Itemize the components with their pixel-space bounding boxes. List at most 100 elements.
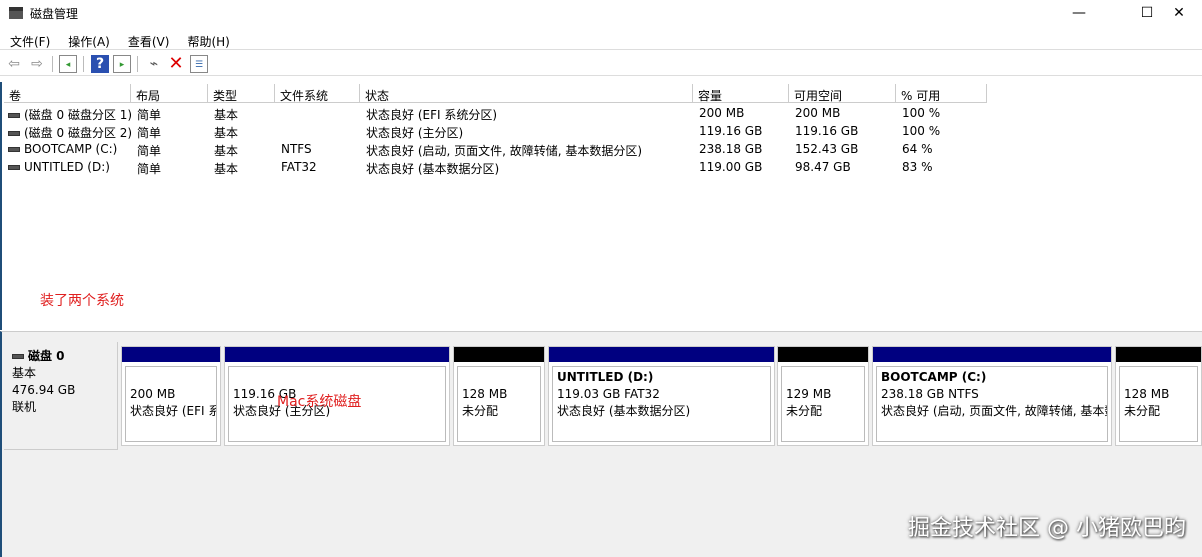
column-header[interactable]: % 可用 <box>896 84 987 103</box>
cell-text: 基本 <box>214 144 239 158</box>
partition-status: 未分配 <box>462 404 499 418</box>
cell: 200 MB <box>789 104 896 122</box>
partition-status: 未分配 <box>1124 404 1161 418</box>
partition-block[interactable]: UNTITLED (D:) 119.03 GB FAT32 状态良好 (基本数据分区… <box>548 346 775 446</box>
menu-action[interactable]: 操作(A) <box>68 35 110 49</box>
cell-text: 基本 <box>214 108 239 122</box>
cell: FAT32 <box>275 158 360 176</box>
partition-block[interactable]: 129 MB 未分配 <box>777 346 869 446</box>
volume-row[interactable]: (磁盘 0 磁盘分区 1) 简单 基本 状态良好 (EFI 系统分区) 200 MB 20… <box>2 104 1002 122</box>
cell-text: 83 % <box>902 160 933 174</box>
title-bar: 磁盘管理 — ☐ ✕ <box>0 0 1202 28</box>
cell-text: NTFS <box>281 142 312 156</box>
partition-status: 状态良好 (基本数据分区) <box>557 404 691 418</box>
cell-text: 100 % <box>902 124 941 138</box>
disk-size: 476.94 GB <box>12 383 76 397</box>
menu-view[interactable]: 查看(V) <box>127 35 170 49</box>
volume-row[interactable]: BOOTCAMP (C:) 简单 基本 NTFS 状态良好 (启动, 页面文件, 故障转… <box>2 140 1002 158</box>
help-icon[interactable]: ? <box>91 55 109 73</box>
cell: 简单 <box>131 140 208 158</box>
cell-text: 152.43 GB <box>795 142 859 156</box>
partition-block[interactable]: 128 MB 未分配 <box>453 346 545 446</box>
partition-info: 129 MB 未分配 <box>781 366 865 442</box>
partition-block[interactable]: 128 MB 未分配 <box>1115 346 1202 446</box>
delete-icon[interactable]: ✕ <box>168 53 184 74</box>
partition-status: 状态良好 (主分区) <box>233 404 331 418</box>
minimize-button[interactable]: — <box>1072 5 1086 21</box>
volume-icon <box>8 113 20 118</box>
menu-bar: 文件(F) 操作(A) 查看(V) 帮助(H) <box>0 30 1202 50</box>
partition-size: 119.03 GB FAT32 <box>557 387 660 401</box>
toolbar: ⇦ ⇨ ◂ ? ▸ ⌁ ✕ ☰ <box>0 52 1202 76</box>
partition-bar <box>873 347 1111 362</box>
close-button[interactable]: ✕ <box>1173 5 1185 21</box>
disk-0-label[interactable]: 磁盘 0 基本 476.94 GB 联机 <box>4 342 118 450</box>
column-header[interactable]: 布局 <box>131 84 208 103</box>
connect-icon[interactable]: ⌁ <box>149 56 159 72</box>
menu-help[interactable]: 帮助(H) <box>187 35 230 49</box>
cell: 64 % <box>896 140 987 158</box>
partition-block[interactable]: BOOTCAMP (C:) 238.18 GB NTFS 状态良好 (启动, 页面文… <box>872 346 1112 446</box>
partition-status: 未分配 <box>786 404 823 418</box>
volume-icon <box>8 131 20 136</box>
partition-size: 128 MB <box>1124 387 1170 401</box>
cell: 基本 <box>208 140 275 158</box>
back-icon[interactable]: ⇦ <box>8 56 20 72</box>
forward-icon[interactable]: ⇨ <box>31 56 43 72</box>
cell <box>275 122 360 140</box>
annotation-mac-disk: Mac系统磁盘 <box>277 394 362 410</box>
partition-size: 200 MB <box>130 387 176 401</box>
partition-info: 128 MB 未分配 <box>1119 366 1198 442</box>
partition-size: 238.18 GB NTFS <box>881 387 979 401</box>
cell: 98.47 GB <box>789 158 896 176</box>
cell-text: 100 % <box>902 106 941 120</box>
column-header[interactable]: 类型 <box>208 84 275 103</box>
window-title: 磁盘管理 <box>30 7 79 21</box>
cell: 基本 <box>208 104 275 122</box>
cell-text: (磁盘 0 磁盘分区 1) <box>24 108 131 122</box>
cell-text: 64 % <box>902 142 933 156</box>
cell-text: 119.00 GB <box>699 160 763 174</box>
cell-text: 238.18 GB <box>699 142 763 156</box>
cell: 119.00 GB <box>693 158 789 176</box>
partition-info: 119.16 GB 状态良好 (主分区) <box>228 366 446 442</box>
cell <box>275 104 360 122</box>
column-header[interactable]: 卷 <box>4 84 131 103</box>
partition-block[interactable]: 119.16 GB 状态良好 (主分区) <box>224 346 450 446</box>
partition-name: BOOTCAMP (C:) <box>881 370 987 384</box>
cell-text: 119.16 GB <box>699 124 763 138</box>
column-header[interactable]: 文件系统 <box>275 84 360 103</box>
disk-status: 联机 <box>12 400 37 414</box>
partition-status: 状态良好 (EFI 系统分区) <box>130 404 216 418</box>
partition-info: 200 MB 状态良好 (EFI 系统分区) <box>125 366 217 442</box>
properties-icon[interactable]: ☰ <box>190 55 208 73</box>
partition-block[interactable]: 200 MB 状态良好 (EFI 系统分区) <box>121 346 221 446</box>
column-header[interactable]: 可用空间 <box>789 84 896 103</box>
cell: 200 MB <box>693 104 789 122</box>
disk-type: 基本 <box>12 366 37 380</box>
cell: 状态良好 (EFI 系统分区) <box>360 104 693 122</box>
partition-bar <box>1116 347 1201 362</box>
cell-text: 状态良好 (EFI 系统分区) <box>366 108 498 122</box>
volume-icon <box>8 147 20 152</box>
partition-status: 状态良好 (启动, 页面文件, 故障转储, 基本数据分区) <box>881 404 1107 418</box>
cell: 简单 <box>131 104 208 122</box>
column-header[interactable]: 状态 <box>360 84 693 103</box>
partition-name: UNTITLED (D:) <box>557 370 654 384</box>
cell-text: 119.16 GB <box>795 124 859 138</box>
disk-name: 磁盘 0 <box>28 349 65 363</box>
watermark: 掘金技术社区 @ 小猪欧巴昀 <box>908 516 1186 541</box>
cell: 100 % <box>896 122 987 140</box>
menu-file[interactable]: 文件(F) <box>10 35 51 49</box>
cell-text: 状态良好 (启动, 页面文件, 故障转储, 基本数据分区) <box>366 144 643 158</box>
show-action-pane-icon[interactable]: ▸ <box>113 55 131 73</box>
cell-text: UNTITLED (D:) <box>24 160 110 174</box>
cell: 基本 <box>208 158 275 176</box>
maximize-button[interactable]: ☐ <box>1140 5 1154 21</box>
cell: (磁盘 0 磁盘分区 2) <box>4 122 131 140</box>
volume-row[interactable]: UNTITLED (D:) 简单 基本 FAT32 状态良好 (基本数据分区) 119.0… <box>2 158 1002 176</box>
volume-row[interactable]: (磁盘 0 磁盘分区 2) 简单 基本 状态良好 (主分区) 119.16 GB 119.… <box>2 122 1002 140</box>
cell: NTFS <box>275 140 360 158</box>
column-header[interactable]: 容量 <box>693 84 789 103</box>
show-hide-console-tree-icon[interactable]: ◂ <box>59 55 77 73</box>
